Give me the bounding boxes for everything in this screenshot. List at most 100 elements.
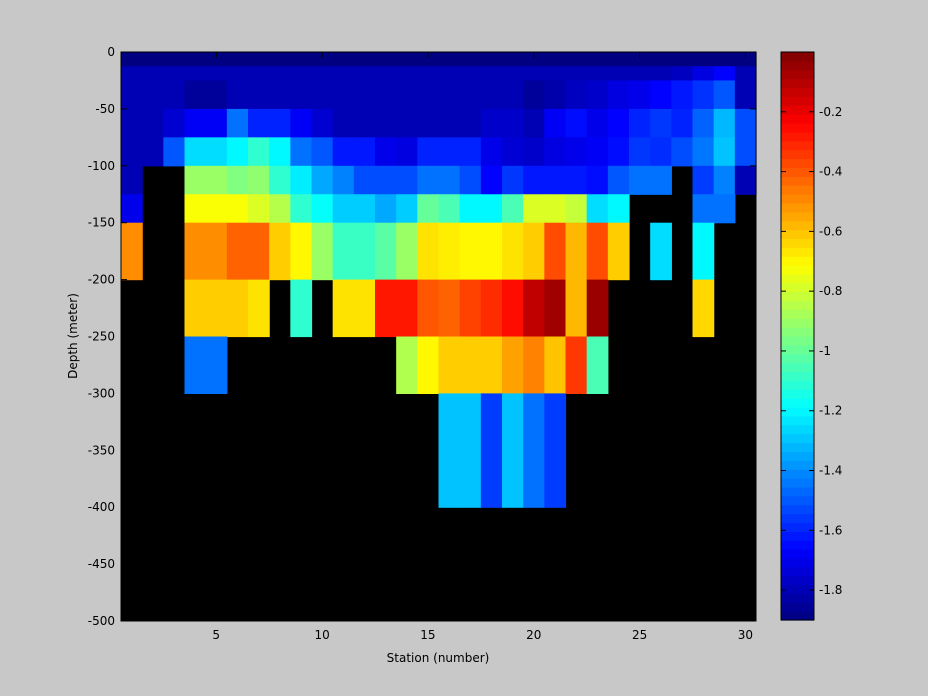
heatmap-cell	[502, 66, 524, 82]
heatmap-cell	[226, 194, 249, 224]
colorbar-step	[781, 566, 814, 577]
heatmap-cell	[269, 165, 291, 195]
heatmap-cell	[713, 194, 736, 224]
heatmap-cell	[290, 108, 313, 138]
heatmap-cell	[629, 52, 651, 67]
heatmap-cell	[184, 137, 207, 167]
heatmap-cell	[523, 279, 545, 338]
heatmap-cell	[565, 137, 588, 167]
heatmap-cell	[248, 66, 270, 82]
heatmap-cell	[671, 137, 694, 167]
heatmap-cell	[459, 52, 482, 67]
heatmap-cell	[692, 222, 715, 281]
heatmap-cell	[459, 66, 482, 82]
colorbar-step	[781, 380, 814, 390]
heatmap-cell	[311, 80, 334, 110]
heatmap-cell	[713, 108, 736, 138]
heatmap-cell	[607, 194, 630, 224]
heatmap-cell	[332, 194, 355, 224]
heatmap-cell	[163, 80, 186, 110]
heatmap-cell	[692, 108, 715, 138]
heatmap-cell	[734, 165, 757, 195]
heatmap-cell	[353, 137, 376, 167]
heatmap-cell	[353, 165, 376, 195]
colorbar-step	[781, 460, 814, 470]
heatmap-cell	[544, 52, 567, 67]
heatmap-cell	[565, 336, 588, 394]
heatmap-cell	[586, 279, 609, 338]
colorbar-step	[781, 318, 814, 328]
heatmap-cell	[311, 194, 334, 224]
heatmap-cell	[332, 222, 355, 281]
colorbar-step	[781, 353, 814, 364]
heatmap-cell	[586, 80, 609, 110]
colorbar-step	[781, 557, 814, 568]
colorbar-step	[781, 256, 814, 266]
colorbar-step	[781, 584, 814, 594]
heatmap-cell	[226, 222, 249, 281]
heatmap-cell	[226, 165, 249, 195]
heatmap-cell	[523, 137, 545, 167]
colorbar-step	[781, 336, 814, 346]
heatmap-cell	[417, 194, 440, 224]
colorbar-step	[781, 105, 814, 115]
heatmap-cell	[248, 165, 270, 195]
heatmap-cell	[544, 165, 567, 195]
colorbar-step	[781, 140, 814, 151]
heatmap-cell	[269, 194, 291, 224]
colorbar-step	[781, 593, 814, 603]
heatmap-cell	[142, 108, 164, 138]
colorbar-step	[781, 87, 814, 97]
x-tick-label: 10	[314, 628, 329, 642]
heatmap-cell	[248, 52, 270, 67]
heatmap-cell	[650, 108, 672, 138]
heatmap-cell	[586, 194, 609, 224]
colorbar-step	[781, 611, 814, 621]
heatmap-cell	[269, 222, 291, 281]
heatmap-cell	[713, 165, 736, 195]
heatmap-cell	[353, 222, 376, 281]
y-tick-label: -50	[95, 102, 115, 116]
heatmap-cell	[565, 52, 588, 67]
y-axis: 0 -50 -100 -150 -200 -250 -300 -350 -400 -450 -500	[88, 45, 756, 628]
colorbar-tick-label: -0.2	[819, 105, 842, 119]
heatmap-cell	[142, 80, 164, 110]
heatmap-cell	[184, 165, 207, 195]
heatmap-cell	[480, 279, 503, 338]
heatmap-cell	[438, 165, 461, 195]
heatmap-cell	[417, 80, 440, 110]
heatmap-cell	[417, 137, 440, 167]
heatmap-cell	[417, 165, 440, 195]
heatmap-cell	[332, 108, 355, 138]
colorbar-step	[781, 415, 814, 426]
heatmap-cell	[544, 393, 567, 508]
heatmap-cell	[692, 165, 715, 195]
heatmap-cell	[523, 52, 545, 67]
heatmap-cell	[713, 80, 736, 110]
colorbar-step	[781, 96, 814, 106]
colorbar-step	[781, 362, 814, 373]
heatmap-cells	[121, 52, 757, 508]
colorbar-tick-label: -1.2	[819, 404, 842, 418]
heatmap-cell	[353, 279, 376, 338]
heatmap-cell	[459, 336, 482, 394]
colorbar-step	[781, 238, 814, 248]
heatmap-cell	[184, 336, 207, 394]
heatmap-cell	[417, 108, 440, 138]
heatmap-cell	[163, 66, 186, 82]
heatmap-cell	[544, 222, 567, 281]
heatmap-cell	[375, 165, 397, 195]
colorbar-step	[781, 469, 814, 479]
heatmap-cell	[438, 80, 461, 110]
heatmap-cell	[607, 108, 630, 138]
heatmap-cell	[586, 108, 609, 138]
heatmap-cell	[205, 165, 228, 195]
colorbar-step	[781, 176, 814, 186]
heatmap-cell	[607, 66, 630, 82]
y-tick-label: -450	[88, 557, 115, 571]
heatmap-cell	[290, 80, 313, 110]
heatmap-cell	[311, 222, 334, 281]
heatmap-cell	[544, 108, 567, 138]
heatmap-cell	[459, 80, 482, 110]
